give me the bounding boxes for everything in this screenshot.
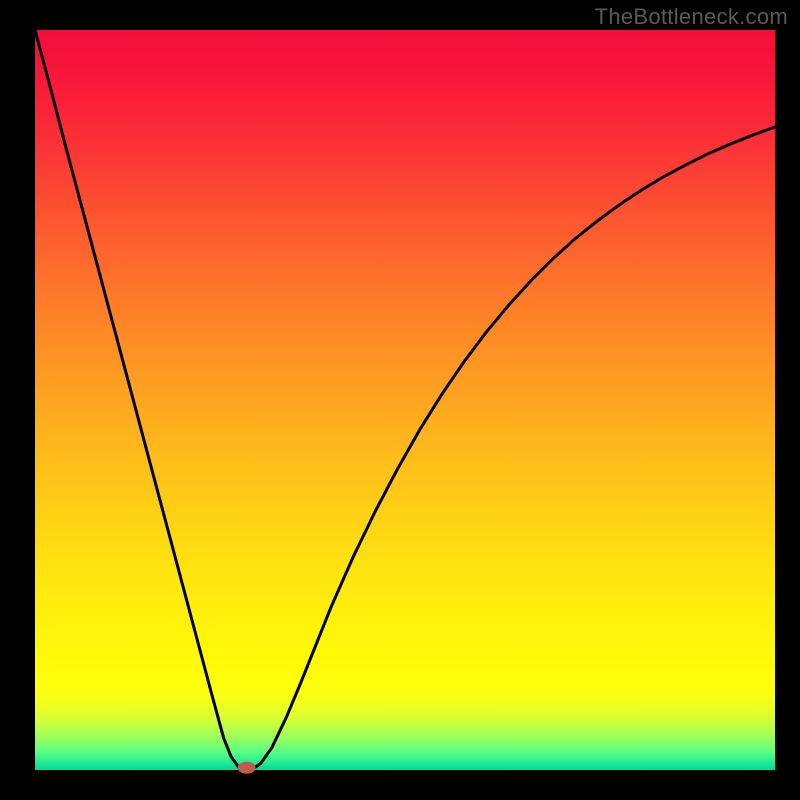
optimal-point-marker: [238, 762, 256, 774]
bottleneck-chart: [0, 0, 800, 800]
plot-background-gradient: [35, 30, 775, 770]
watermark-text: TheBottleneck.com: [595, 4, 788, 30]
chart-container: TheBottleneck.com: [0, 0, 800, 800]
